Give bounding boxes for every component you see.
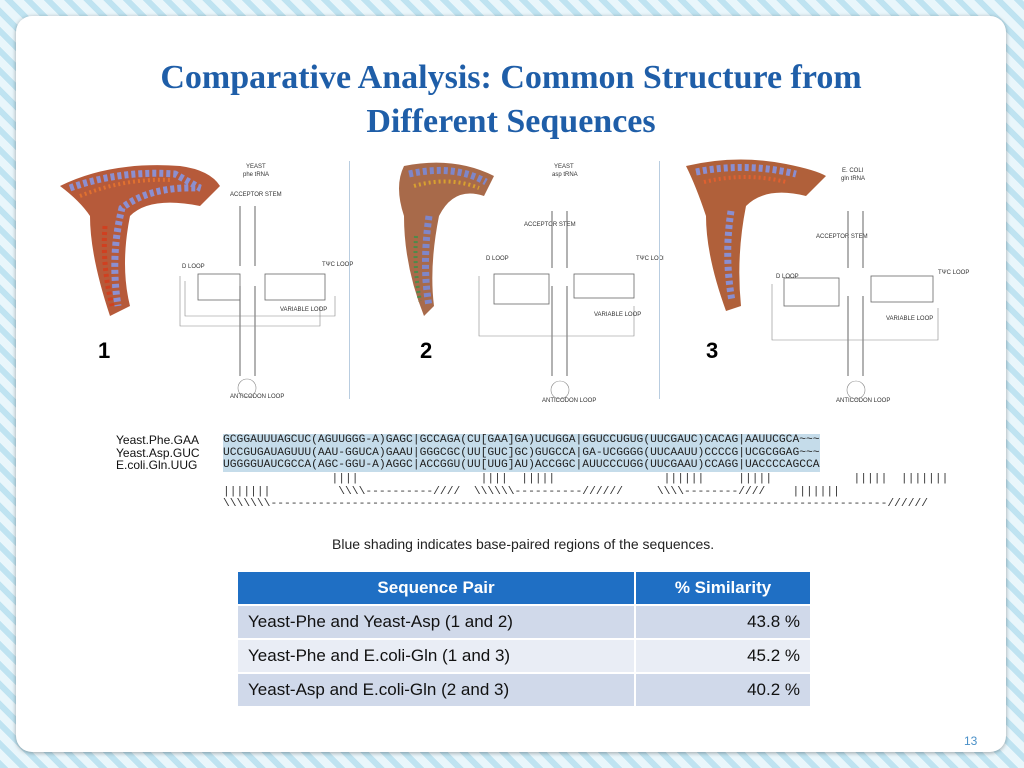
panel-3-anticodon-label: ANTICODON LOOP xyxy=(836,398,890,404)
panel-2-tloop-label: TΨC LOOP xyxy=(636,256,664,262)
panel-2-anticodon-label: ANTICODON LOOP xyxy=(542,398,596,404)
page-number: 13 xyxy=(964,734,978,748)
trna-secondary-structure-2: YEAST asp tRNA ACCEPTOR STEM D LOOP TΨC … xyxy=(478,164,664,404)
panel-number-3: 3 xyxy=(706,338,719,363)
trna-3d-model-2 xyxy=(399,162,494,316)
trna-3d-model-1 xyxy=(60,165,220,316)
table-row: Yeast-Phe and E.coli-Gln (1 and 3) 45.2 … xyxy=(238,638,812,673)
header-sequence-pair: Sequence Pair xyxy=(238,572,636,605)
panel-number-2: 2 xyxy=(420,338,433,363)
trna-secondary-structure-3: E. COLI gln tRNA ACCEPTOR STEM D LOOP TΨ… xyxy=(771,168,969,404)
header-similarity: % Similarity xyxy=(635,572,812,605)
pairing-line-2: ||||||| \\\\----------//// \\\\\\-------… xyxy=(223,485,840,498)
pairing-line-1: |||| |||| ||||| |||||| ||||| ||||| |||||… xyxy=(223,473,949,485)
panel-1-acceptor-label: ACCEPTOR STEM xyxy=(230,192,282,198)
pair-cell: Yeast-Asp and E.coli-Gln (2 and 3) xyxy=(238,672,636,706)
pair-cell: Yeast-Phe and E.coli-Gln (1 and 3) xyxy=(238,638,636,673)
panel-3-label-1: E. COLI xyxy=(842,168,864,174)
title-line-2: Different Sequences xyxy=(366,103,656,140)
panel-3-variable-label: VARIABLE LOOP xyxy=(886,316,933,322)
alignment-caption: Blue shading indicates base-paired regio… xyxy=(332,536,715,552)
similarity-cell: 40.2 % xyxy=(635,672,812,706)
panel-1-tloop-label: TΨC LOOP xyxy=(322,262,353,268)
panel-1-anticodon-label: ANTICODON LOOP xyxy=(230,394,284,400)
panel-2-label-1: YEAST xyxy=(554,164,574,170)
sequence-text: GCGGAUUUAGCUC(AGUUGGG-A)GAGC|GCCAGA(CU[G… xyxy=(223,434,820,447)
pair-cell: Yeast-Phe and Yeast-Asp (1 and 2) xyxy=(238,604,636,639)
sequence-name: Yeast.Phe.GAA xyxy=(116,433,199,447)
table-header-row: Sequence Pair % Similarity xyxy=(238,572,812,605)
panel-divider-1 xyxy=(349,161,350,399)
similarity-cell: 43.8 % xyxy=(635,604,812,639)
trna-panel-2: YEAST asp tRNA ACCEPTOR STEM D LOOP TΨC … xyxy=(399,162,664,404)
alignment-row: Yeast.Phe.GAA GCGGAUUUAGCUC(AGUUGGG-A)GA… xyxy=(116,434,946,447)
panel-2-label-2: asp tRNA xyxy=(552,172,578,178)
panel-3-dloop-label: D LOOP xyxy=(776,274,799,280)
panel-1-label-1: YEAST xyxy=(246,164,266,170)
sequence-alignment: Yeast.Phe.GAA GCGGAUUUAGCUC(AGUUGGG-A)GA… xyxy=(116,434,946,472)
pairing-notation: |||| |||| ||||| |||||| ||||| ||||| |||||… xyxy=(223,473,948,511)
sequence-name: Yeast.Asp.GUC xyxy=(116,445,200,460)
alignment-row: E.coli.Gln.UUG UGGGGUAUCGCCA(AGC-GGU-A)A… xyxy=(116,459,946,472)
sequence-text: UGGGGUAUCGCCA(AGC-GGU-A)AGGC|ACCGGU(UU[U… xyxy=(223,459,820,472)
panel-number-1: 1 xyxy=(98,338,111,363)
table-row: Yeast-Asp and E.coli-Gln (2 and 3) 40.2 … xyxy=(238,672,812,706)
panel-3-label-2: gln tRNA xyxy=(841,176,865,182)
sequence-text: UCCGUGAUAGUUU(AAU-GGUCA)GAAU|GGGCGC(UU[G… xyxy=(223,446,820,459)
table-row: Yeast-Phe and Yeast-Asp (1 and 2) 43.8 % xyxy=(238,604,812,639)
panel-2-dloop-label: D LOOP xyxy=(486,256,509,262)
panel-1-dloop-label: D LOOP xyxy=(182,264,205,270)
trna-secondary-structure-1: YEAST phe tRNA ACCEPTOR STEM D LOOP TΨC … xyxy=(179,164,353,400)
panel-1-variable-label: VARIABLE LOOP xyxy=(280,307,327,313)
similarity-cell: 45.2 % xyxy=(635,638,812,673)
pairing-line-3: \\\\\\\---------------------------------… xyxy=(223,498,929,510)
panel-divider-2 xyxy=(659,161,660,399)
slide: Comparative Analysis: Common Structure f… xyxy=(16,16,1006,752)
panel-3-tloop-label: TΨC LOOP xyxy=(938,270,969,276)
panel-2-variable-label: VARIABLE LOOP xyxy=(594,312,641,318)
panel-1-label-2: phe tRNA xyxy=(243,172,269,178)
trna-3d-model-3 xyxy=(686,159,826,311)
alignment-row: Yeast.Asp.GUC UCCGUGAUAGUUU(AAU-GGUCA)GA… xyxy=(116,445,946,460)
similarity-table: Sequence Pair % Similarity Yeast-Phe and… xyxy=(238,572,812,706)
trna-panel-1: YEAST phe tRNA ACCEPTOR STEM D LOOP TΨC … xyxy=(60,164,353,400)
slide-title: Comparative Analysis: Common Structure f… xyxy=(16,56,1006,144)
trna-panel-3: E. COLI gln tRNA ACCEPTOR STEM D LOOP TΨ… xyxy=(686,159,969,404)
panel-3-acceptor-label: ACCEPTOR STEM xyxy=(816,234,868,240)
panel-2-acceptor-label: ACCEPTOR STEM xyxy=(524,222,576,228)
title-line-1: Comparative Analysis: Common Structure f… xyxy=(160,59,862,96)
sequence-name: E.coli.Gln.UUG xyxy=(116,458,198,472)
